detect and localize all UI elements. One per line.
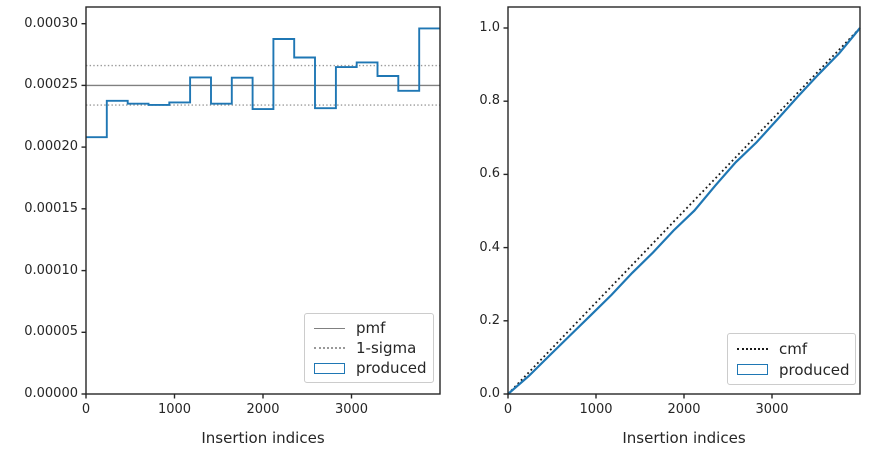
legend-key-line-dotted-icon xyxy=(314,347,345,349)
legend-key-rect-icon xyxy=(737,364,768,375)
y-tick-label: 1.0 xyxy=(479,20,500,36)
x-tick-label: 3000 xyxy=(334,402,369,417)
y-tick-label: 0.00015 xyxy=(24,200,78,216)
legend-label: cmf xyxy=(779,339,808,358)
x-tick-label: 2000 xyxy=(246,402,280,417)
x-tick-label: 1000 xyxy=(579,402,613,417)
legend-entry-cmf: cmf xyxy=(737,340,846,358)
legend-label: 1-sigma xyxy=(356,339,417,357)
y-tick-label: 0.6 xyxy=(479,166,500,182)
y-tick-label: 0.00000 xyxy=(24,386,78,401)
series-produced xyxy=(86,27,440,139)
y-tick-label: 0.00010 xyxy=(24,262,78,278)
legend-label: pmf xyxy=(356,319,386,337)
legend-entry-pmf: pmf xyxy=(314,319,424,337)
x-axis-label-right: Insertion indices xyxy=(622,429,746,447)
legend-label: produced xyxy=(779,360,850,379)
x-tick-label: 2000 xyxy=(667,402,701,417)
series-cmf xyxy=(507,27,861,395)
x-tick-label: 1000 xyxy=(157,402,192,417)
legend-key-line-dotted-icon xyxy=(737,347,768,350)
y-tick-label: 0.00020 xyxy=(24,139,78,155)
x-tick-label: 0 xyxy=(81,402,91,417)
legend-entry-produced: produced xyxy=(314,359,427,377)
legend-key-rect-icon xyxy=(314,362,345,374)
legend-label: produced xyxy=(356,359,427,377)
x-tick-label: 0 xyxy=(503,402,513,417)
series-produced xyxy=(507,27,861,395)
y-tick-label: 0.8 xyxy=(479,93,500,109)
y-tick-label: 0.4 xyxy=(479,239,500,255)
y-tick-label: 0.00025 xyxy=(24,77,78,93)
legend-key-line-solid-icon xyxy=(314,327,345,329)
y-tick-label: 0.0 xyxy=(479,386,500,401)
legend-pmf: pmf 1-sigma produced xyxy=(304,313,434,383)
x-tick-label: 3000 xyxy=(755,402,789,417)
legend-entry-1-sigma: 1-sigma xyxy=(314,339,424,357)
y-tick-label: 0.00030 xyxy=(24,15,78,31)
legend-entry-produced: produced xyxy=(737,361,850,379)
y-tick-label: 0.2 xyxy=(479,312,500,328)
x-axis-label-left: Insertion indices xyxy=(201,429,325,447)
y-tick-label: 0.00005 xyxy=(24,324,78,340)
legend-cmf: cmf produced xyxy=(727,333,856,385)
